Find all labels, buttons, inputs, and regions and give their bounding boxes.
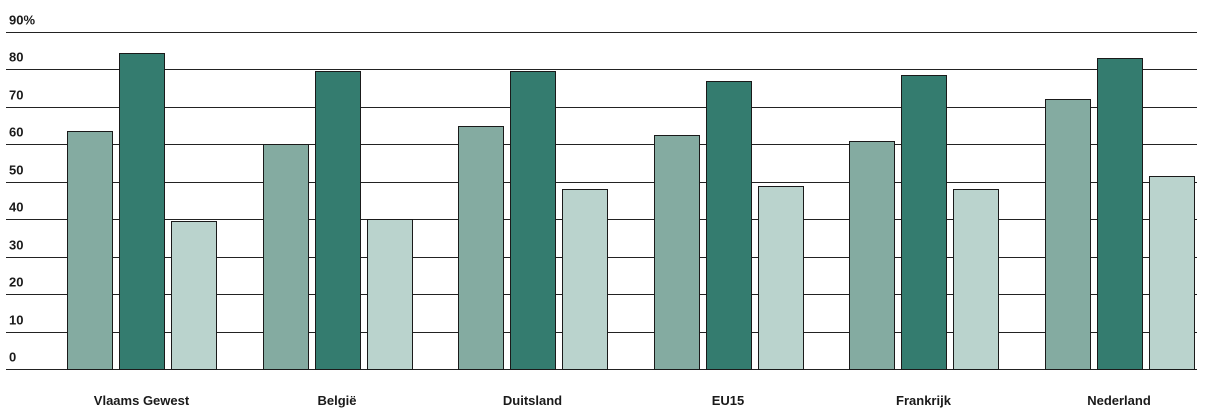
y-tick-label: 30: [9, 238, 23, 253]
category-label: België: [317, 393, 356, 408]
category-label: Duitsland: [503, 393, 562, 408]
bar-1-3: [171, 221, 217, 370]
category-label: Nederland: [1087, 393, 1151, 408]
bar-6-3: [1149, 176, 1195, 370]
y-tick-labels: 0 10 20 30 40 50 60 70 80 90%: [9, 13, 35, 365]
category-label: EU15: [712, 393, 745, 408]
y-tick-label: 80: [9, 50, 23, 65]
bar-2-2: [315, 71, 361, 370]
category-labels: Vlaams Gewest België Duitsland EU15 Frankrij…: [94, 393, 1151, 408]
y-tick-label: 40: [9, 200, 23, 215]
y-tick-label: 70: [9, 88, 23, 103]
bar-5-3: [953, 189, 999, 370]
bar-1-2: [119, 53, 165, 370]
y-tick-label: 60: [9, 125, 23, 140]
bar-1-1: [67, 131, 113, 370]
bar-2-1: [263, 144, 309, 370]
bar-5-1: [849, 141, 895, 370]
category-label: Vlaams Gewest: [94, 393, 190, 408]
bar-3-1: [458, 126, 504, 370]
bar-2-3: [367, 219, 413, 370]
category-label: Frankrijk: [896, 393, 952, 408]
bar-5-2: [901, 75, 947, 370]
y-tick-label: 10: [9, 313, 23, 328]
y-tick-label: 90%: [9, 13, 35, 28]
bar-4-1: [654, 135, 700, 370]
bars: [67, 53, 1195, 370]
bar-4-2: [706, 81, 752, 370]
bar-6-1: [1045, 99, 1091, 370]
bar-4-3: [758, 186, 804, 370]
y-tick-label: 20: [9, 275, 23, 290]
bar-3-2: [510, 71, 556, 370]
y-tick-label: 50: [9, 163, 23, 178]
y-tick-label: 0: [9, 350, 16, 365]
bar-6-2: [1097, 58, 1143, 370]
bar-3-3: [562, 189, 608, 370]
